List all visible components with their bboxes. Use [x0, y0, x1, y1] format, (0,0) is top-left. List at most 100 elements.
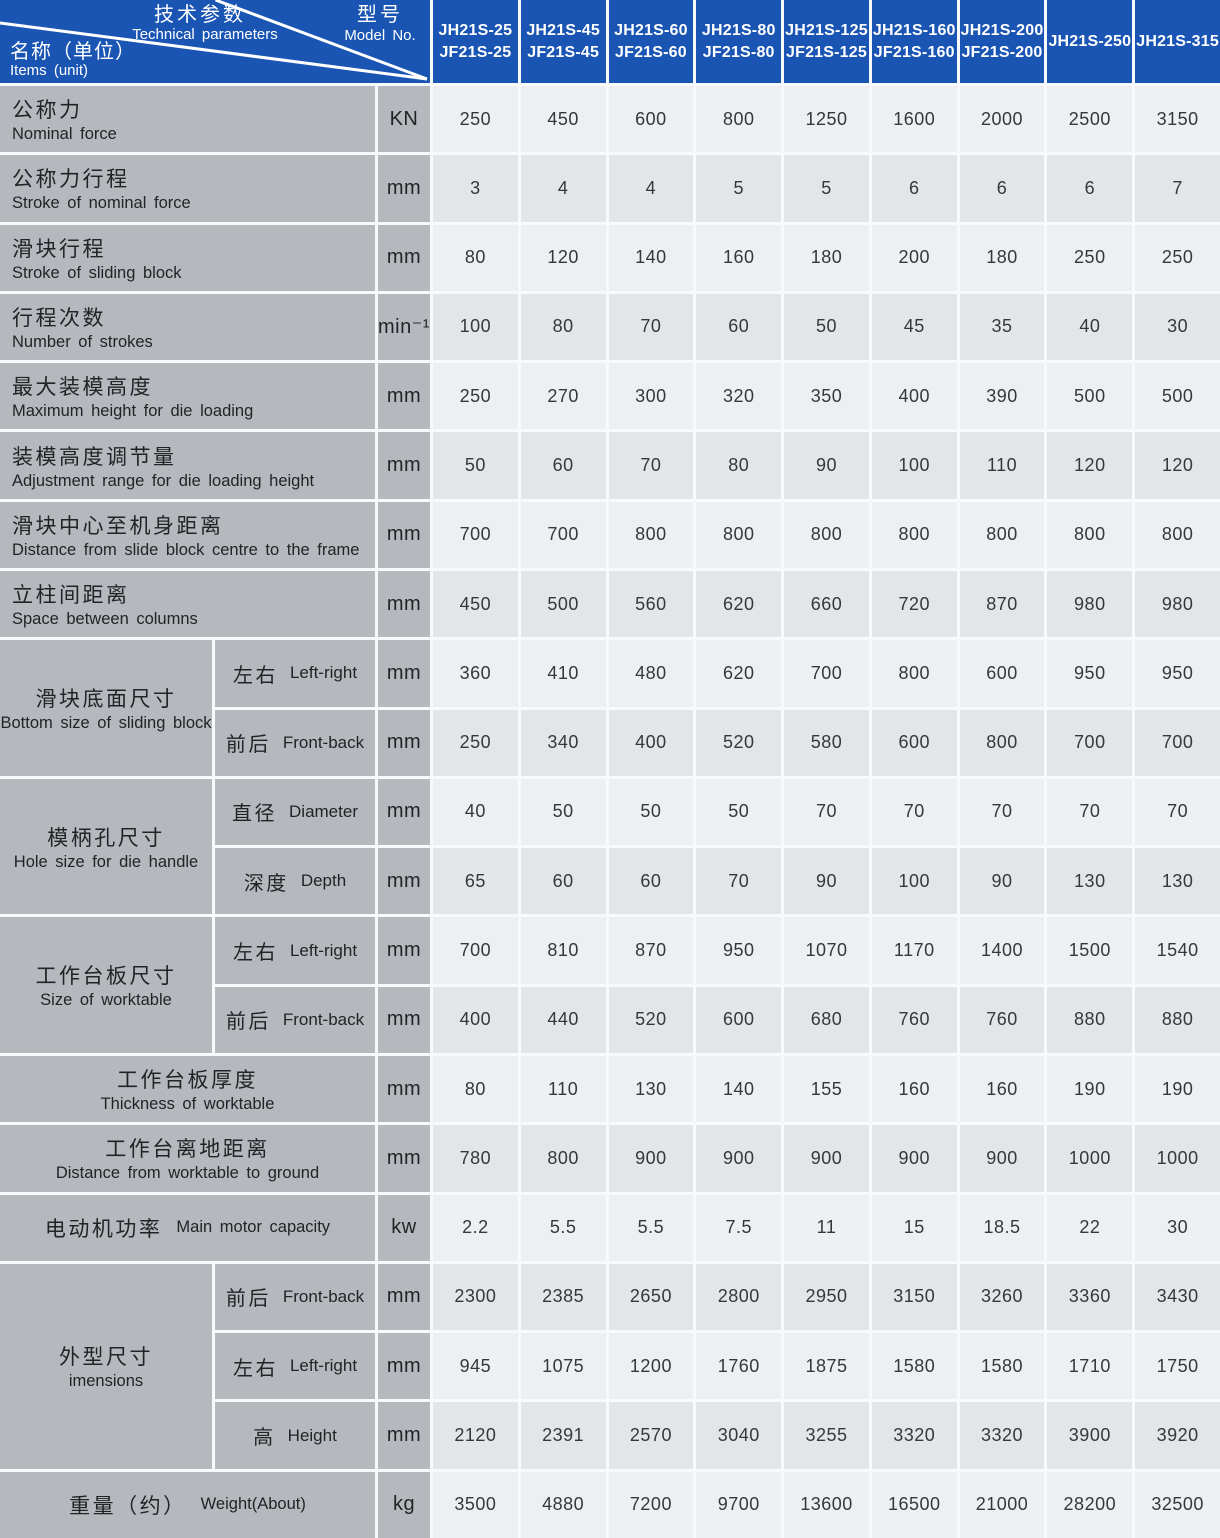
- row-group-label-en: Size of worktable: [40, 991, 172, 1010]
- value-cell: 50: [784, 293, 869, 361]
- value-cell: 900: [608, 1125, 694, 1192]
- value-cell: 800: [871, 640, 957, 707]
- value-cell: 130: [1135, 848, 1220, 915]
- value-cell: 4: [608, 155, 694, 222]
- value-text: 3920: [1156, 1425, 1199, 1446]
- unit-label: kg: [392, 1493, 416, 1516]
- value-text: 100: [898, 870, 931, 891]
- value-text: 900: [986, 1147, 1018, 1168]
- value-text: 120: [1074, 455, 1106, 476]
- value-cell: 1760: [696, 1333, 782, 1400]
- unit-label: mm: [386, 454, 422, 477]
- row-sublabel: 左右 Left-right: [215, 640, 375, 707]
- header-corner-cell: 技术参数 Technical parameters 型号 Model No. 名…: [0, 0, 430, 83]
- row-sublabel-en: Height: [287, 1425, 337, 1445]
- value-text: 80: [552, 316, 574, 337]
- value-text: 880: [1074, 1009, 1106, 1030]
- value-cell: 140: [696, 1055, 782, 1123]
- value-cell: 70: [784, 778, 869, 846]
- row-sublabel-en: Depth: [300, 871, 347, 891]
- value-text: 2000: [981, 108, 1024, 129]
- value-text: 800: [986, 524, 1018, 545]
- value-text: 780: [459, 1147, 492, 1168]
- value-text: 100: [459, 316, 492, 337]
- value-text: 870: [986, 593, 1018, 614]
- value-text: 440: [547, 1009, 579, 1030]
- value-cell: 900: [871, 1125, 957, 1192]
- value-text: 520: [635, 1009, 667, 1030]
- value-text: 400: [635, 732, 667, 753]
- model-name-line1: JH21S-80: [701, 21, 776, 39]
- value-text: 2385: [542, 1286, 585, 1307]
- header-model-no-en: Model No.: [344, 27, 416, 44]
- value-cell: 450: [433, 570, 518, 638]
- value-cell: 1710: [1047, 1333, 1133, 1400]
- value-text: 800: [898, 662, 931, 683]
- unit-label: mm: [386, 1008, 422, 1031]
- value-text: 60: [552, 870, 574, 891]
- value-cell: 250: [1135, 224, 1220, 291]
- value-text: 250: [1074, 247, 1106, 268]
- value-text: 9700: [717, 1494, 760, 1515]
- row-label-en: Adjustment range for die loading height: [12, 471, 315, 490]
- value-cell: 110: [959, 432, 1045, 499]
- value-cell: 120: [1135, 432, 1220, 499]
- value-cell: 1600: [871, 86, 957, 153]
- row-label-en: Space between columns: [12, 610, 198, 629]
- row-group-label-en: Bottom size of sliding block: [0, 714, 212, 733]
- value-text: 320: [722, 385, 755, 406]
- row-label: 公称力行程 Stroke of nominal force: [0, 155, 375, 222]
- row-sublabel: 左右 Left-right: [215, 1333, 375, 1400]
- value-cell: 680: [784, 986, 869, 1053]
- value-text: 3360: [1068, 1286, 1111, 1307]
- value-cell: 700: [433, 501, 518, 568]
- value-cell: 620: [696, 640, 782, 707]
- row-label-en: Number of strokes: [12, 332, 153, 351]
- model-header-cell: JH21S-160 JF21S-160: [871, 0, 957, 83]
- value-text: 950: [1161, 662, 1194, 683]
- value-text: 90: [991, 870, 1013, 891]
- value-cell: 600: [696, 986, 782, 1053]
- value-cell: 400: [433, 986, 518, 1053]
- value-cell: 2120: [433, 1402, 518, 1469]
- value-cell: 3320: [871, 1402, 957, 1469]
- value-cell: 100: [871, 848, 957, 915]
- value-cell: 3920: [1135, 1402, 1220, 1469]
- value-text: 1250: [805, 108, 848, 129]
- value-text: 70: [1079, 801, 1101, 822]
- value-cell: 3: [433, 155, 518, 222]
- value-cell: 2800: [696, 1263, 782, 1331]
- value-cell: 520: [608, 986, 694, 1053]
- value-text: 1500: [1068, 940, 1111, 961]
- model-name-line1: JH21S-25: [438, 21, 513, 39]
- value-cell: 1075: [520, 1333, 606, 1400]
- row-label: 最大装模高度 Maximum height for die loading: [0, 363, 375, 430]
- value-text: 11: [816, 1217, 837, 1238]
- row-label-en: Distance from worktable to ground: [55, 1164, 320, 1183]
- row-label-en: Stroke of nominal force: [12, 194, 191, 213]
- value-cell: 60: [608, 848, 694, 915]
- value-cell: 80: [520, 293, 606, 361]
- value-text: 100: [898, 455, 931, 476]
- value-cell: 50: [433, 432, 518, 499]
- unit-label: min⁻¹: [378, 316, 430, 339]
- value-text: 800: [810, 524, 843, 545]
- row-sublabel-zh: 左右: [232, 1357, 278, 1380]
- unit-cell: mm: [378, 917, 430, 984]
- row-label-zh: 滑块行程: [12, 237, 106, 261]
- row-label-zh: 装模高度调节量: [12, 445, 177, 469]
- value-text: 900: [810, 1147, 843, 1168]
- value-cell: 700: [433, 917, 518, 984]
- unit-label: mm: [386, 1285, 422, 1308]
- row-label: 电动机功率 Main motor capacity: [0, 1194, 375, 1261]
- value-cell: 2650: [608, 1263, 694, 1331]
- value-cell: 3260: [959, 1263, 1045, 1331]
- value-cell: 70: [959, 778, 1045, 846]
- value-text: 2800: [717, 1286, 760, 1307]
- value-cell: 1400: [959, 917, 1045, 984]
- value-text: 80: [464, 1078, 486, 1099]
- value-cell: 800: [520, 1125, 606, 1192]
- model-name-line1: JH21S-60: [614, 21, 688, 39]
- value-cell: 620: [696, 570, 782, 638]
